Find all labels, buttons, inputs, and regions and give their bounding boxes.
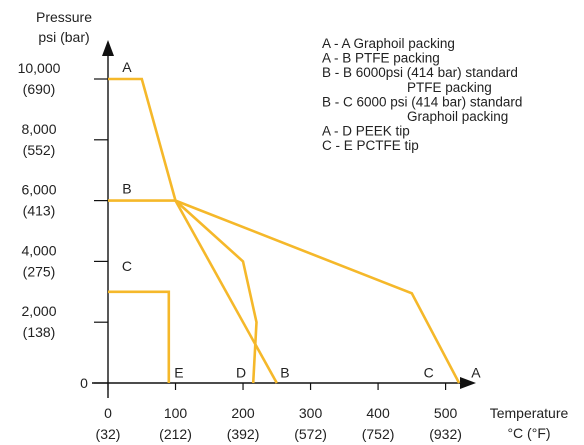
point-label: C [424, 364, 434, 380]
y-axis-title: psi (bar) [38, 29, 89, 45]
y-axis-arrow [102, 40, 114, 56]
y-tick-label: 8,000 [21, 121, 56, 137]
x-tick-sublabel: (32) [96, 426, 121, 442]
x-tick-label: 100 [164, 405, 188, 421]
y-tick-label: 4,000 [21, 242, 56, 258]
x-tick-label: 500 [434, 405, 458, 421]
legend-entry: A - A Graphoil packing [322, 36, 455, 51]
y-tick-label: 6,000 [21, 182, 56, 198]
y-tick-label: 10,000 [18, 60, 61, 76]
axes [92, 40, 476, 398]
point-label: A [122, 59, 132, 75]
x-tick-label: 300 [299, 405, 323, 421]
legend-entry: PTFE packing [407, 80, 492, 95]
point-labels: A B C E D B C A [122, 59, 481, 381]
x-tick-sublabel: (392) [227, 426, 260, 442]
series-line [108, 290, 171, 383]
point-label: A [471, 364, 481, 380]
x-tick-label: 0 [104, 405, 112, 421]
x-tick-sublabel: (752) [362, 426, 395, 442]
y-tick-sublabel: (552) [23, 142, 56, 158]
legend-entry: B - C 6000 psi (414 bar) standard [322, 94, 522, 109]
series-line [174, 199, 278, 384]
legend-entry: B - B 6000psi (414 bar) standard [322, 65, 518, 80]
legend-entry: C - E PCTFE tip [322, 138, 419, 153]
legend-entry: A - B PTFE packing [322, 51, 440, 66]
y-tick-sublabel: (413) [23, 203, 56, 219]
point-label: B [280, 364, 289, 380]
y-tick-sublabel: (138) [23, 324, 56, 340]
tick-labels: 0 (32) 100 (212) 200 (392) 300 (572) 400 (752) 500… [18, 60, 462, 442]
y-tick-sublabel: (275) [23, 263, 56, 279]
point-label: D [236, 364, 246, 380]
x-axis-arrow [460, 377, 476, 389]
x-tick-label: 400 [366, 405, 390, 421]
x-tick-sublabel: (932) [429, 426, 462, 442]
legend-entry: Graphoil packing [407, 109, 508, 124]
x-tick-sublabel: (572) [294, 426, 327, 442]
y-tick-label: 0 [80, 375, 88, 391]
y-tick-label: 2,000 [21, 303, 56, 319]
y-tick-sublabel: (690) [23, 81, 56, 97]
x-tick-sublabel: (212) [159, 426, 192, 442]
x-axis-title: °C (°F) [507, 425, 550, 441]
series-lines [108, 77, 461, 384]
point-label: C [122, 258, 132, 274]
legend-entry: A - D PEEK tip [322, 124, 410, 139]
x-tick-label: 200 [231, 405, 255, 421]
y-axis-title: Pressure [36, 9, 92, 25]
point-label: E [174, 364, 183, 380]
axis-titles: Pressure psi (bar) Temperature °C (°F) [36, 9, 569, 441]
point-label: B [122, 180, 131, 196]
series-line [174, 199, 258, 384]
x-axis-title: Temperature [490, 405, 569, 421]
